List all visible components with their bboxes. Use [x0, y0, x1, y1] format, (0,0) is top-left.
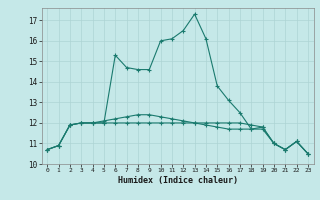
X-axis label: Humidex (Indice chaleur): Humidex (Indice chaleur)	[118, 176, 237, 185]
